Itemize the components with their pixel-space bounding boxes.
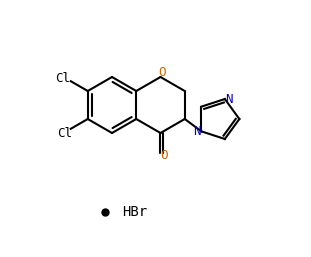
Text: N: N [225,93,233,106]
Text: O: O [159,67,166,79]
Text: Cl: Cl [55,72,70,85]
Text: HBr: HBr [123,205,147,219]
Text: Cl: Cl [57,127,72,140]
Text: O: O [161,149,168,162]
Text: N: N [194,125,201,138]
